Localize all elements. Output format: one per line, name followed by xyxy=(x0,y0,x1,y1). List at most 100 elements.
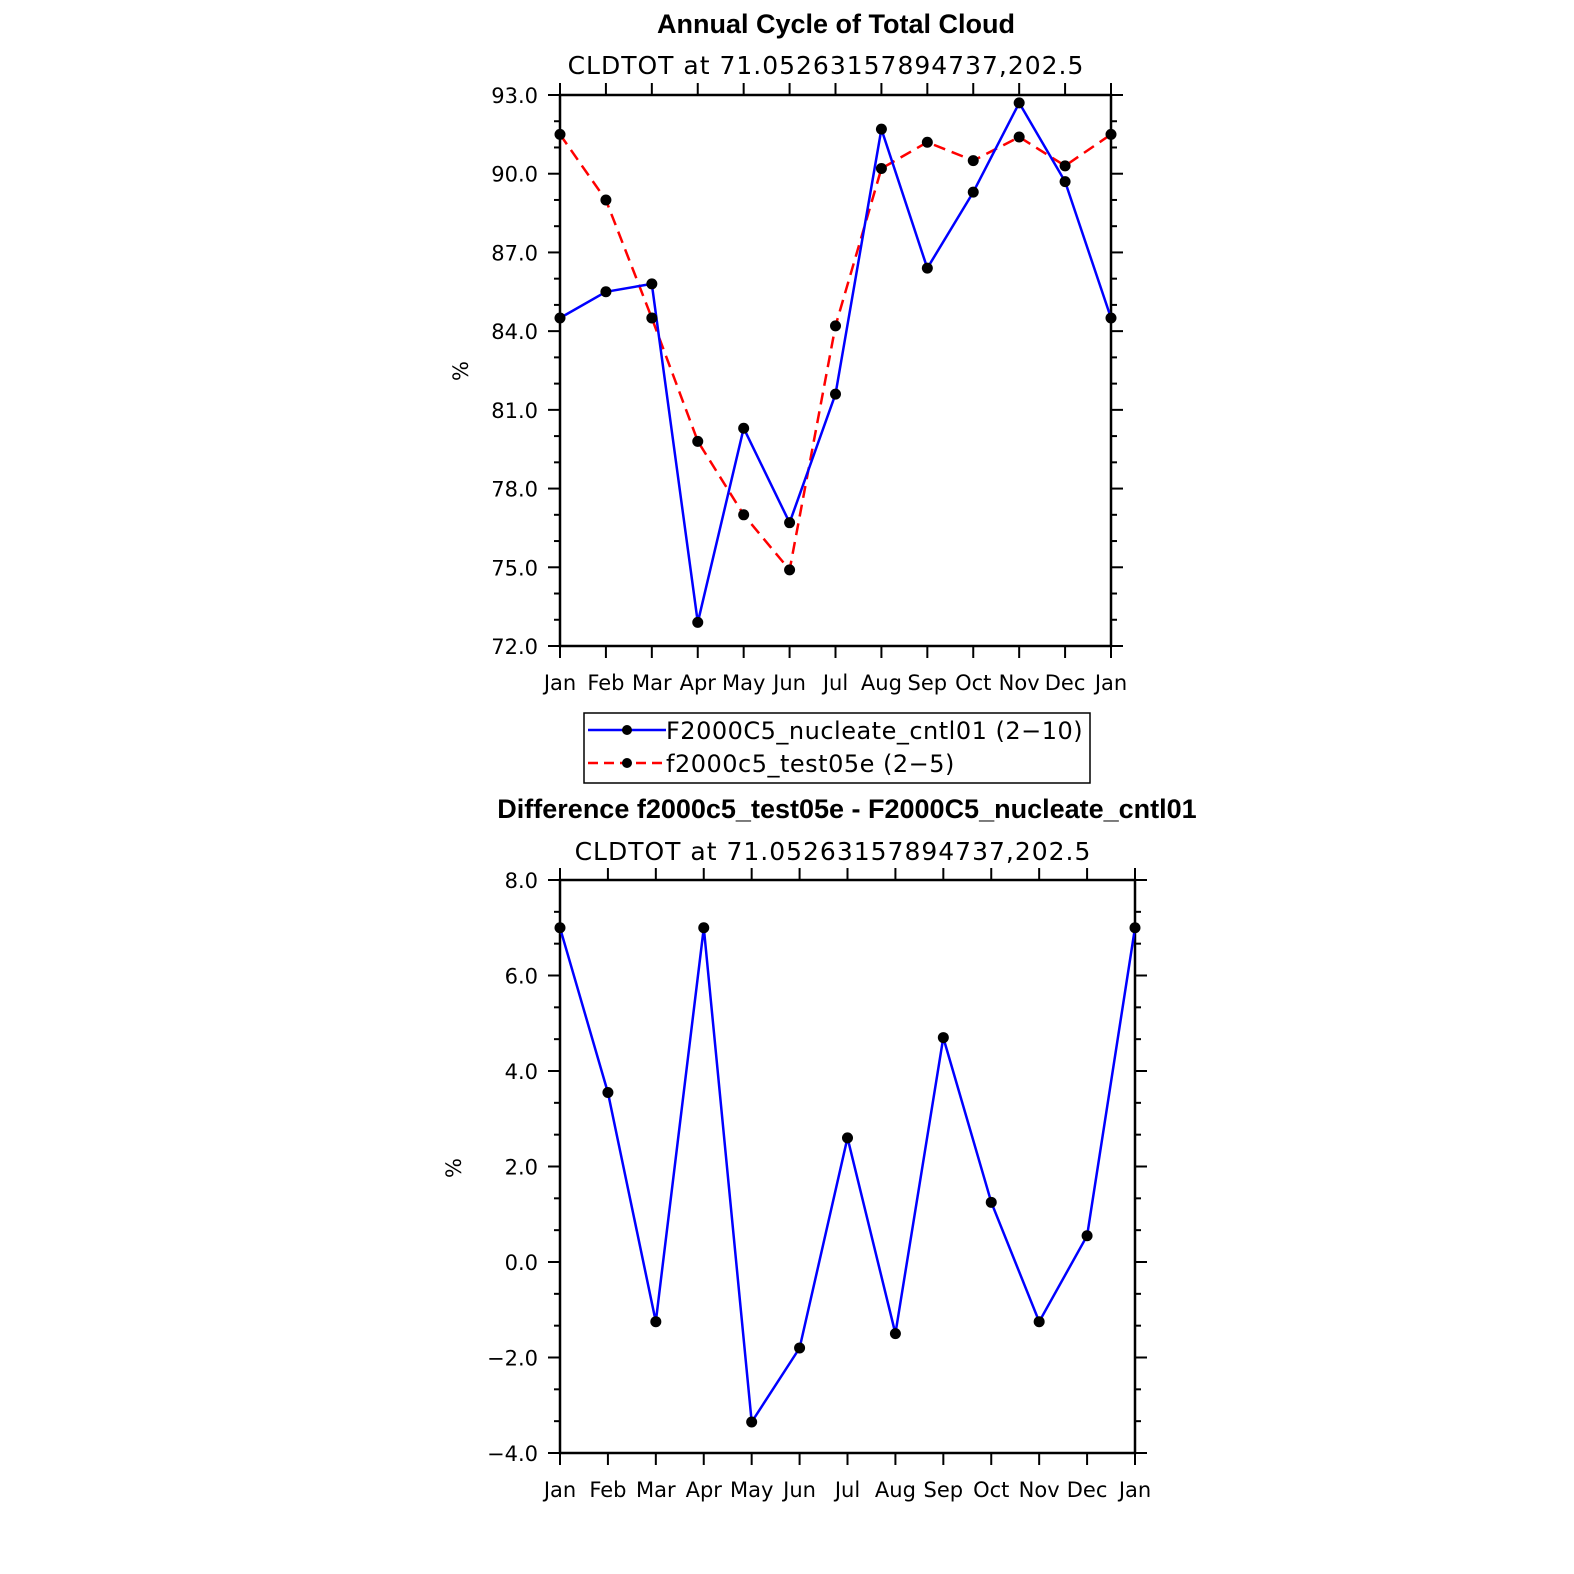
legend: F2000C5_nucleate_cntl01 (2−10) f2000c5_t… xyxy=(583,712,1091,784)
y-axis-label: % xyxy=(442,1158,466,1178)
data-point-series-1 xyxy=(600,286,612,298)
y-axis-label: % xyxy=(449,361,473,381)
y-tick-label: 6.0 xyxy=(505,965,538,989)
chart-subtitle: CLDTOT at 71.05263157894737,202.5 xyxy=(568,51,1085,80)
data-point-series-1 xyxy=(921,262,933,274)
axes: −4.0 −2.0 0.0 2.0 4.0 6.0 8.0 Jan Feb Mar Apr May Ju… xyxy=(487,868,1151,1502)
y-tick-label: 87.0 xyxy=(491,241,538,265)
x-tick-label: Jan xyxy=(542,671,576,695)
chart-title: Annual Cycle of Total Cloud xyxy=(657,9,1015,39)
x-tick-label: Mar xyxy=(632,671,672,695)
data-point-series-1 xyxy=(842,1132,853,1144)
chart-title: Difference f2000c5_test05e - F2000C5_nuc… xyxy=(497,794,1196,824)
y-tick-label: 81.0 xyxy=(491,399,538,423)
x-tick-label: Nov xyxy=(1019,1478,1060,1502)
x-tick-label: May xyxy=(730,1478,773,1502)
difference-chart: Difference f2000c5_test05e - F2000C5_nuc… xyxy=(442,794,1197,1502)
y-tick-label: 75.0 xyxy=(491,556,538,580)
data-point-series-2 xyxy=(784,564,796,576)
annual-cycle-chart: Annual Cycle of Total Cloud CLDTOT at 71… xyxy=(449,9,1127,695)
y-tick-label: 0.0 xyxy=(505,1251,538,1275)
plot-frame xyxy=(558,878,1137,1455)
y-tick-label: −4.0 xyxy=(487,1442,538,1466)
data-point-series-1 xyxy=(1059,176,1071,188)
data-point-series-1 xyxy=(650,1316,662,1328)
data-point-series-2 xyxy=(692,435,704,447)
x-tick-label: Feb xyxy=(589,1478,626,1502)
data-point-series-1 xyxy=(1129,922,1141,934)
x-tick-label: Oct xyxy=(973,1478,1009,1502)
data-point-series-1 xyxy=(794,1342,806,1354)
data-point-series-1 xyxy=(985,1196,997,1208)
data-point-series-2 xyxy=(1059,160,1071,172)
data-point-series-1 xyxy=(1105,312,1117,324)
y-tick-label: 84.0 xyxy=(491,320,538,344)
x-tick-label: Jan xyxy=(542,1478,576,1502)
x-tick-label: Jun xyxy=(771,671,806,695)
y-tick-label: 90.0 xyxy=(491,163,538,187)
data-point-series-2 xyxy=(600,194,612,206)
chart-subtitle: CLDTOT at 71.05263157894737,202.5 xyxy=(575,837,1092,866)
y-tick-label: 72.0 xyxy=(491,635,538,659)
legend-marker-series-1 xyxy=(622,725,632,735)
x-tick-label: Jul xyxy=(821,671,848,695)
data-point-series-1 xyxy=(1081,1230,1093,1242)
series-line-1 xyxy=(558,926,1137,1424)
x-tick-label: Dec xyxy=(1045,671,1086,695)
x-tick-label: Nov xyxy=(999,671,1040,695)
data-point-series-2 xyxy=(967,155,979,167)
data-point-series-1 xyxy=(784,517,796,529)
legend-label-series-2: f2000c5_test05e (2−5) xyxy=(666,750,955,778)
data-point-series-1 xyxy=(698,922,710,934)
y-tick-label: 78.0 xyxy=(491,478,538,502)
data-point-series-1 xyxy=(554,922,566,934)
x-tick-label: Aug xyxy=(861,671,902,695)
series-line-2 xyxy=(558,133,1112,572)
data-point-series-1 xyxy=(967,186,979,198)
x-tick-label: Aug xyxy=(875,1478,916,1502)
data-point-series-1 xyxy=(1033,1316,1045,1328)
data-point-series-2 xyxy=(1013,131,1025,143)
data-point-series-2 xyxy=(875,162,887,174)
x-tick-label: Apr xyxy=(680,671,717,695)
data-point-series-1 xyxy=(830,388,841,400)
x-tick-label: Oct xyxy=(955,671,991,695)
axes: 72.0 75.0 78.0 81.0 84.0 87.0 90.0 93.0 Jan Feb Ma… xyxy=(491,83,1127,695)
data-point-series-1 xyxy=(554,312,566,324)
x-tick-label: Dec xyxy=(1067,1478,1108,1502)
y-tick-label: 4.0 xyxy=(505,1060,538,1084)
data-point-series-1 xyxy=(746,1416,758,1428)
x-tick-label: Feb xyxy=(587,671,624,695)
data-point-series-1 xyxy=(738,422,750,434)
legend-marker-series-2 xyxy=(622,758,632,768)
data-point-series-2 xyxy=(738,509,750,521)
data-point-series-1 xyxy=(889,1328,901,1340)
plot-marks xyxy=(554,97,1117,628)
x-tick-label: Jun xyxy=(781,1478,816,1502)
y-tick-label: 2.0 xyxy=(505,1156,538,1180)
x-tick-label: Sep xyxy=(924,1478,964,1502)
data-point-series-1 xyxy=(602,1086,614,1098)
x-tick-label: Jul xyxy=(833,1478,860,1502)
data-point-series-2 xyxy=(921,136,933,148)
plot-frame xyxy=(558,93,1113,648)
data-point-series-1 xyxy=(1013,97,1025,109)
y-tick-label: 8.0 xyxy=(505,869,538,893)
x-tick-label: Apr xyxy=(686,1478,723,1502)
y-tick-label: −2.0 xyxy=(487,1347,538,1371)
data-point-series-2 xyxy=(554,128,566,140)
y-tick-label: 93.0 xyxy=(491,84,538,108)
series-line-1 xyxy=(559,101,1113,624)
plot-marks xyxy=(554,922,1141,1428)
data-point-series-2 xyxy=(646,312,658,324)
x-tick-label: Jan xyxy=(1117,1478,1151,1502)
data-point-series-2 xyxy=(1105,128,1117,140)
data-point-series-1 xyxy=(875,123,887,135)
legend-label-series-1: F2000C5_nucleate_cntl01 (2−10) xyxy=(666,717,1083,745)
data-point-series-1 xyxy=(937,1032,949,1044)
x-tick-label: Mar xyxy=(636,1478,676,1502)
data-point-series-1 xyxy=(692,616,704,628)
x-tick-label: Sep xyxy=(908,671,948,695)
x-tick-label: Jan xyxy=(1093,671,1127,695)
